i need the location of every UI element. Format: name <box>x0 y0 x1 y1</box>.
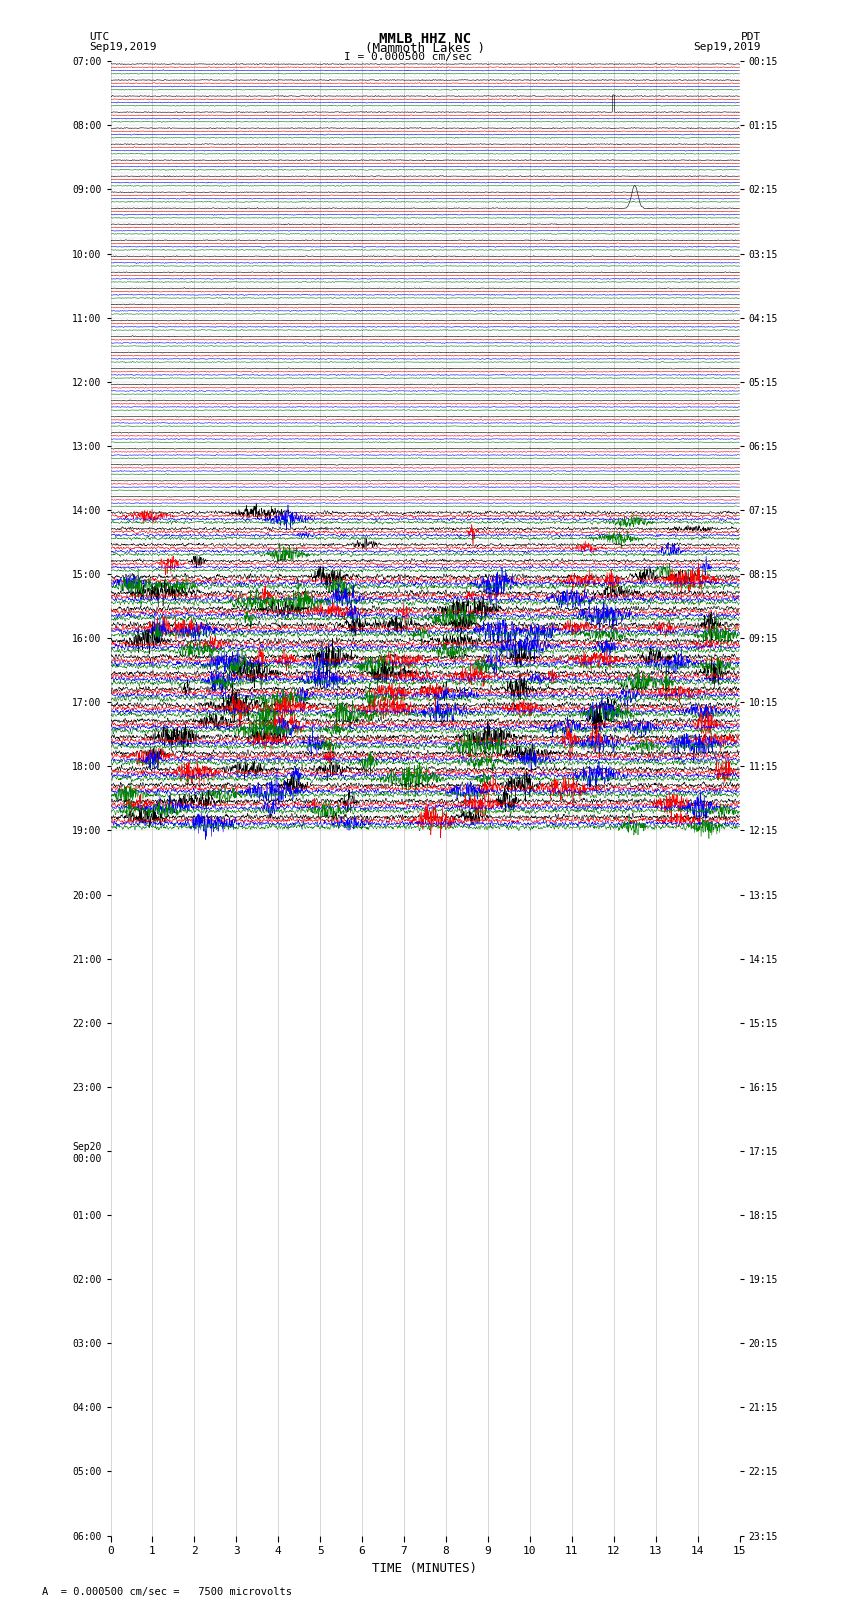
Text: UTC: UTC <box>89 32 110 42</box>
Text: MMLB HHZ NC: MMLB HHZ NC <box>379 32 471 47</box>
Text: A  = 0.000500 cm/sec =   7500 microvolts: A = 0.000500 cm/sec = 7500 microvolts <box>42 1587 292 1597</box>
Text: PDT: PDT <box>740 32 761 42</box>
Text: I = 0.000500 cm/sec: I = 0.000500 cm/sec <box>344 52 472 61</box>
X-axis label: TIME (MINUTES): TIME (MINUTES) <box>372 1561 478 1574</box>
Text: Sep19,2019: Sep19,2019 <box>89 42 156 52</box>
Text: (Mammoth Lakes ): (Mammoth Lakes ) <box>365 42 485 55</box>
Text: Sep19,2019: Sep19,2019 <box>694 42 761 52</box>
